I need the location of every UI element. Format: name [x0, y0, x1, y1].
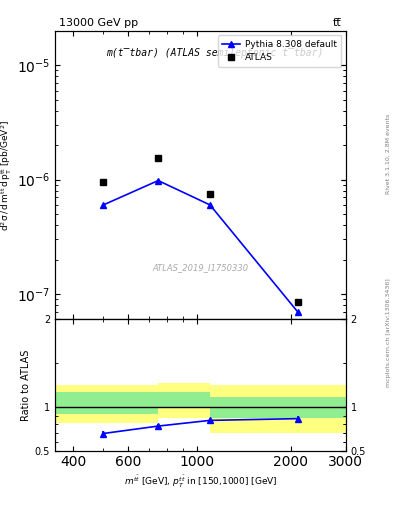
Text: m(t̅tbar) (ATLAS semileptonic t̅tbar): m(t̅tbar) (ATLAS semileptonic t̅tbar)	[106, 48, 324, 58]
Pythia 8.308 default	[295, 309, 300, 315]
Text: 13000 GeV pp: 13000 GeV pp	[59, 18, 138, 28]
Pythia 8.308 default	[208, 202, 212, 208]
Y-axis label: $\mathrm{d^2\sigma\,/\,d\,m^{t\bar{t}}\,d\,p_T^{t\bar{t}}}$ [pb/GeV$^2$]: $\mathrm{d^2\sigma\,/\,d\,m^{t\bar{t}}\,…	[0, 119, 14, 230]
ATLAS	[156, 155, 161, 161]
Pythia 8.308 default	[156, 178, 161, 184]
Line: Pythia 8.308 default: Pythia 8.308 default	[100, 177, 301, 315]
Y-axis label: Ratio to ATLAS: Ratio to ATLAS	[20, 349, 31, 421]
Pythia 8.308 default	[101, 202, 106, 208]
Line: ATLAS: ATLAS	[100, 154, 301, 306]
ATLAS	[208, 191, 212, 197]
X-axis label: $m^{t\bar{t}}$ [GeV], $p_T^{t\bar{t}}$ in [150,1000] [GeV]: $m^{t\bar{t}}$ [GeV], $p_T^{t\bar{t}}$ i…	[124, 474, 277, 490]
Text: ATLAS_2019_I1750330: ATLAS_2019_I1750330	[152, 263, 248, 272]
Text: tt̅: tt̅	[333, 18, 342, 28]
Text: mcplots.cern.ch [arXiv:1306.3436]: mcplots.cern.ch [arXiv:1306.3436]	[386, 279, 391, 387]
Legend: Pythia 8.308 default, ATLAS: Pythia 8.308 default, ATLAS	[218, 35, 342, 67]
ATLAS	[295, 299, 300, 305]
Text: Rivet 3.1.10, 2.8M events: Rivet 3.1.10, 2.8M events	[386, 114, 391, 194]
ATLAS	[101, 179, 106, 185]
